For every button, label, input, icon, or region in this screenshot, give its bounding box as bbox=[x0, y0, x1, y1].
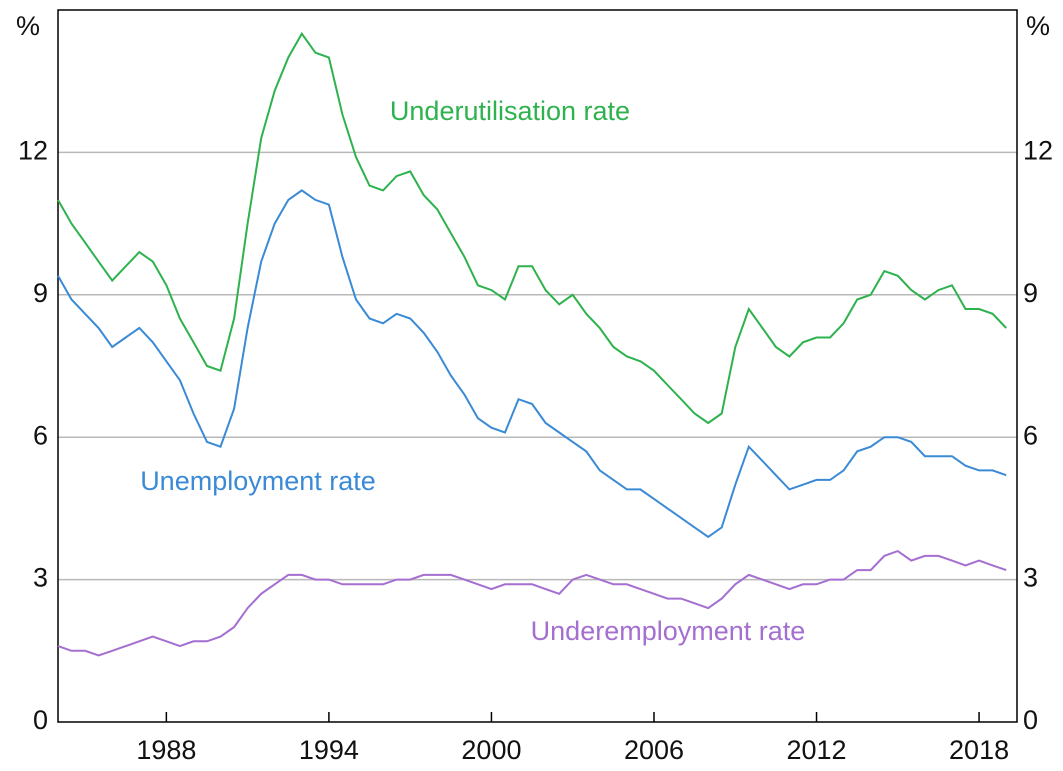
y-unit-left: % bbox=[16, 11, 40, 41]
series-line bbox=[57, 549, 1007, 657]
plot-frame bbox=[57, 9, 1018, 723]
x-tick-label: 1988 bbox=[136, 735, 196, 765]
y2-tick-label: 3 bbox=[1023, 563, 1038, 593]
x-tick-label: 2012 bbox=[786, 735, 846, 765]
series-label: Underutilisation rate bbox=[390, 96, 630, 126]
y-tick-label: 6 bbox=[33, 420, 48, 450]
y2-tick-label: 12 bbox=[1023, 136, 1053, 166]
x-tick-label: 2018 bbox=[949, 735, 1009, 765]
y-tick-label: 0 bbox=[33, 705, 48, 735]
series-label: Unemployment rate bbox=[140, 466, 376, 496]
series-line bbox=[57, 189, 1007, 539]
y2-tick-label: 6 bbox=[1023, 420, 1038, 450]
series-label: Underemployment rate bbox=[531, 616, 806, 646]
series-line bbox=[57, 31, 1007, 425]
y-tick-label: 3 bbox=[33, 563, 48, 593]
y2-tick-label: 0 bbox=[1023, 705, 1038, 735]
x-tick-label: 2000 bbox=[461, 735, 521, 765]
y-tick-label: 12 bbox=[18, 136, 48, 166]
y-tick-label: 9 bbox=[33, 278, 48, 308]
x-tick-label: 1994 bbox=[299, 735, 359, 765]
y2-tick-label: 9 bbox=[1023, 278, 1038, 308]
x-tick-label: 2006 bbox=[624, 735, 684, 765]
y-unit-right: % bbox=[1026, 11, 1050, 41]
